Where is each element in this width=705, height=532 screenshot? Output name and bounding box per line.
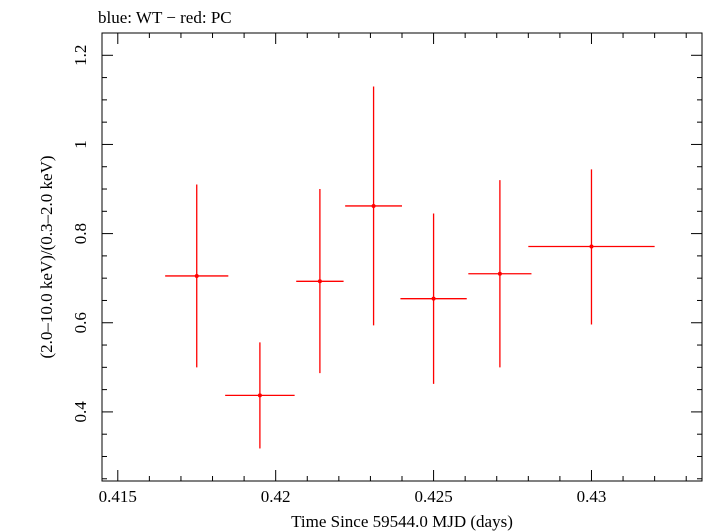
- data-point: [528, 169, 655, 325]
- x-tick-label: 0.415: [99, 487, 137, 506]
- chart-title: blue: WT − red: PC: [98, 8, 232, 27]
- data-point: [225, 342, 295, 449]
- data-point: [345, 86, 402, 326]
- y-axis: 0.4 0.6 0.8 1 1.2: [71, 32, 702, 480]
- point-marker: [431, 296, 436, 301]
- data-series: [165, 86, 655, 449]
- data-point: [400, 213, 467, 384]
- data-point: [468, 180, 532, 368]
- y-tick-label: 1.2: [71, 45, 90, 66]
- x-tick-label: 0.42: [261, 487, 291, 506]
- y-axis-label: (2.0–10.0 keV)/(0.3–2.0 keV): [37, 155, 56, 358]
- point-marker: [371, 203, 376, 208]
- y-tick-label: 1: [71, 140, 90, 149]
- data-point: [165, 184, 229, 368]
- y-tick-label: 0.6: [71, 312, 90, 333]
- point-marker: [257, 393, 262, 398]
- point-marker: [317, 279, 322, 284]
- y-tick-label: 0.4: [71, 401, 90, 423]
- point-marker: [194, 273, 199, 278]
- point-marker: [589, 244, 594, 249]
- x-axis-label: Time Since 59544.0 MJD (days): [291, 512, 513, 531]
- point-marker: [497, 271, 502, 276]
- x-axis: 0.415 0.42 0.425 0.43: [99, 33, 687, 506]
- data-point: [296, 189, 344, 374]
- x-tick-label: 0.43: [577, 487, 607, 506]
- x-tick-label: 0.425: [414, 487, 452, 506]
- y-tick-label: 0.8: [71, 223, 90, 244]
- plot-frame: [101, 32, 703, 482]
